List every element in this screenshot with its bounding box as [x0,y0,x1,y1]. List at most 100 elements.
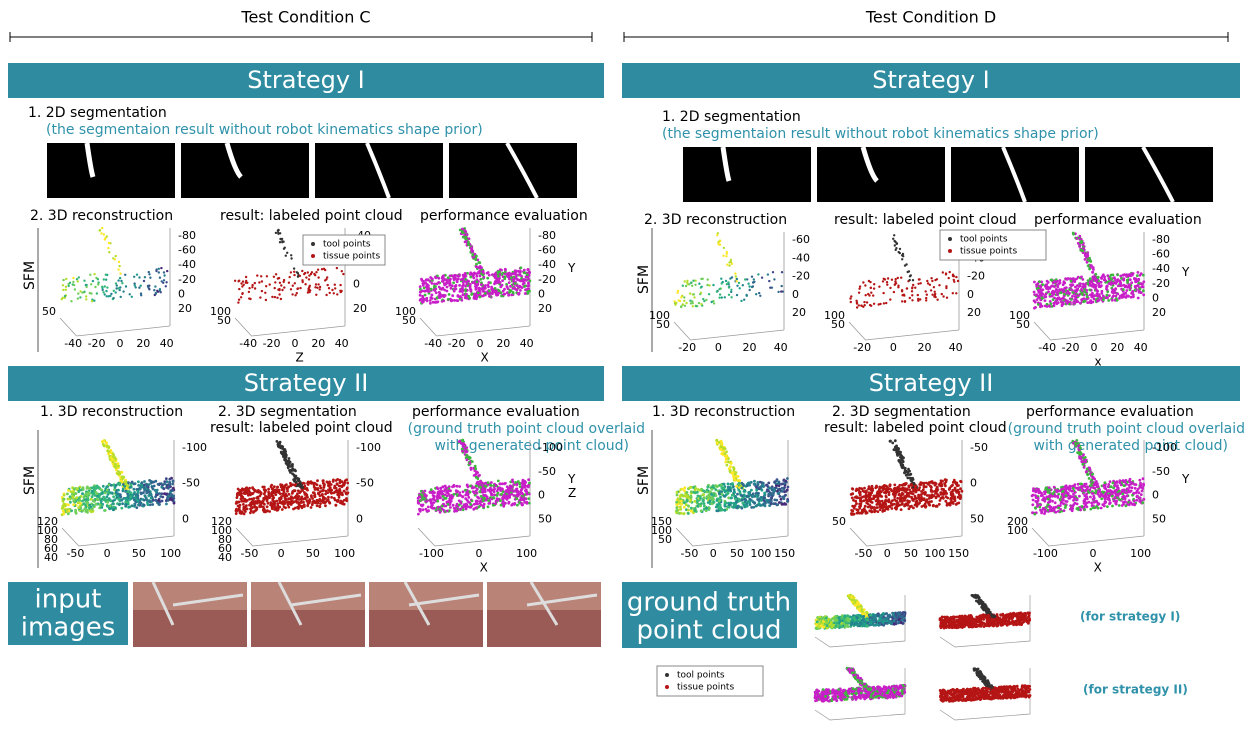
point [503,293,506,296]
point [459,295,462,298]
tick-label: -100 [356,441,381,454]
point [953,279,955,281]
point [734,272,736,274]
point [781,496,784,499]
point [93,492,96,495]
point [245,282,247,284]
tick-label: 0 [476,337,483,350]
point [753,480,756,483]
point [295,501,298,504]
point [1066,290,1069,293]
point [333,292,335,294]
point [912,279,914,281]
point [688,283,690,285]
point [486,277,489,280]
point [1130,281,1133,284]
point [478,261,481,264]
point [482,497,485,500]
point [1084,300,1087,303]
point [160,267,162,269]
point [122,488,125,491]
point [289,484,292,487]
point [293,500,296,503]
point [500,295,503,298]
point [757,492,760,495]
point [100,500,103,503]
point [885,302,887,304]
point [308,498,311,501]
point [425,279,428,282]
segmentation-image [181,143,309,198]
point [124,501,127,504]
point [501,284,504,287]
point [746,484,749,487]
point [420,278,423,281]
tick-label: 20 [1110,341,1124,354]
point [778,501,781,504]
point [324,493,327,496]
point [343,503,346,506]
point [768,280,770,282]
point [1110,278,1113,281]
point [725,255,727,257]
point [868,280,870,282]
point [475,470,478,473]
point [419,285,422,288]
point [778,482,781,485]
point [736,278,738,280]
tick-label: 40 [949,341,963,354]
point [325,294,327,296]
point [101,286,103,288]
point [904,300,906,302]
point [730,483,733,486]
point [1124,286,1127,289]
point [438,286,441,289]
point [783,482,786,485]
point [747,500,750,503]
point [173,502,176,505]
point [124,490,127,493]
point [299,287,301,289]
tick-label: -60 [792,233,810,246]
point [1137,278,1140,281]
point [717,232,719,234]
point [959,480,962,483]
point [687,496,690,499]
point [1043,294,1046,297]
point [452,277,455,280]
point [68,285,70,287]
point [726,264,728,266]
point [680,512,683,515]
point [161,496,164,499]
point [425,285,428,288]
point [345,499,348,502]
point [1062,283,1065,286]
point [425,508,428,511]
point [503,288,506,291]
point [906,287,908,289]
point [525,288,528,291]
point [441,505,444,508]
point [334,287,336,289]
point [786,500,789,503]
point [733,477,736,480]
point [163,480,166,483]
strategy-title: Strategy I [247,66,365,94]
tick-label: 50 [656,318,670,331]
point [280,284,282,286]
point [699,293,701,295]
point [171,483,174,486]
step-label: result: labeled point cloud [210,420,393,436]
point [1033,291,1036,294]
point [497,480,500,483]
step-label: performance evaluation [412,404,580,420]
point [526,292,529,295]
point [259,296,261,298]
point [1142,286,1145,289]
point [149,492,152,495]
point [686,281,688,283]
point [122,290,124,292]
point [1050,279,1053,282]
point [323,483,326,486]
point [278,293,280,295]
